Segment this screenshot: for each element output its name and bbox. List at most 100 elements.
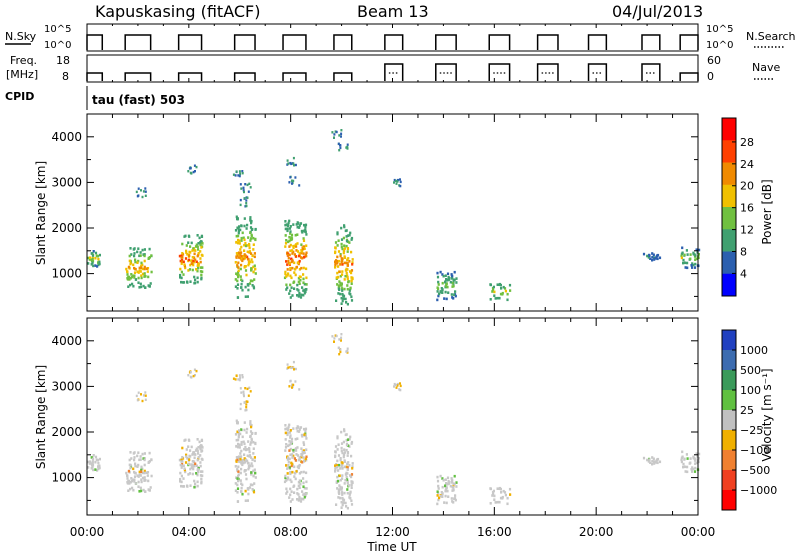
velocity-cell xyxy=(350,454,353,458)
power-cell xyxy=(250,267,253,270)
power-cell xyxy=(501,291,504,295)
freq-block xyxy=(587,63,608,81)
velocity-cell xyxy=(97,461,100,465)
power-cell xyxy=(240,236,243,240)
power-cell xyxy=(288,239,291,243)
power-cell xyxy=(503,287,507,290)
power-cell xyxy=(289,238,292,242)
velocity-cell xyxy=(130,457,133,460)
nsky-block xyxy=(587,34,608,50)
velocity-cell xyxy=(126,482,129,485)
power-cell xyxy=(235,234,238,238)
power-cell xyxy=(136,270,139,273)
velocity-cell xyxy=(235,476,238,479)
velocity-cell xyxy=(197,470,200,474)
velocity-cell xyxy=(133,456,136,459)
velocity-cell xyxy=(493,498,496,501)
power-cell xyxy=(87,256,90,260)
power-cell xyxy=(236,287,239,290)
velocity-cell xyxy=(293,472,297,475)
velocity-cell xyxy=(289,472,292,476)
velocity-cell xyxy=(288,466,291,469)
power-cell xyxy=(496,296,499,300)
power-cell xyxy=(437,280,440,284)
nsearch-tick-bottom: 10^0 xyxy=(706,40,733,51)
velocity-cell xyxy=(296,465,299,468)
velocity-cell xyxy=(185,455,188,458)
velocity-cell xyxy=(253,468,256,472)
velocity-cell xyxy=(489,502,492,505)
power-cell xyxy=(249,226,253,229)
velocity-cell xyxy=(346,351,349,354)
velocity-cell xyxy=(239,376,242,379)
freq-block xyxy=(124,72,152,81)
velocity-cell xyxy=(254,431,257,435)
velocity-cell xyxy=(293,475,296,478)
velocity-cell xyxy=(243,447,246,451)
power-cell xyxy=(138,266,141,270)
velocity-cell xyxy=(239,479,242,482)
power-cell xyxy=(340,245,343,249)
velocity-cell xyxy=(291,470,294,474)
power-cell xyxy=(498,296,501,300)
power-cell xyxy=(295,249,298,252)
velocity-cell xyxy=(199,474,202,477)
velocity-cell xyxy=(285,443,288,446)
velocity-cell xyxy=(248,466,251,469)
velocity-cell xyxy=(697,457,700,460)
power-cell xyxy=(302,239,306,242)
power-cell xyxy=(236,283,240,286)
velocity-cell xyxy=(247,462,250,465)
power-cell xyxy=(343,287,346,291)
velocity-cell xyxy=(237,475,240,478)
nave-tick-bottom: 0 xyxy=(707,70,714,83)
power-cell xyxy=(285,239,288,242)
velocity-cell xyxy=(244,461,247,464)
velocity-cell xyxy=(338,353,341,356)
power-cell xyxy=(197,266,200,270)
power-cell xyxy=(199,260,202,264)
nave-tick-top: 60 xyxy=(707,54,721,67)
velocity-cell xyxy=(235,460,238,463)
power-cell xyxy=(289,289,292,293)
power-cell xyxy=(337,142,340,145)
velocity-cell xyxy=(698,452,701,456)
power-cell xyxy=(289,283,292,287)
power-cell xyxy=(302,293,305,297)
power-cell xyxy=(194,170,196,173)
velocity-cell xyxy=(234,378,237,381)
power-cell xyxy=(240,278,243,281)
power-cell xyxy=(234,261,237,264)
power-cell xyxy=(186,280,189,284)
velocity-cell xyxy=(236,487,240,490)
velocity-cell xyxy=(337,346,340,349)
velocity-cell xyxy=(351,462,354,465)
power-cell xyxy=(686,266,689,270)
velocity-cell xyxy=(301,460,304,464)
velocity-cell xyxy=(344,478,347,482)
velocity-cell xyxy=(340,464,343,468)
velocity-cell xyxy=(140,465,143,469)
velocity-cell xyxy=(493,494,496,498)
velocity-cell xyxy=(285,487,288,491)
velocity-cell xyxy=(252,452,255,455)
velocity-cell xyxy=(252,469,255,473)
power-cell xyxy=(453,293,456,296)
velocity-cell xyxy=(179,463,182,467)
power-cell xyxy=(92,264,95,268)
power-cell xyxy=(179,273,182,277)
velocity-cell xyxy=(284,446,288,449)
power-cell xyxy=(94,251,98,255)
velocity-cell xyxy=(132,488,135,492)
power-cell xyxy=(235,215,238,219)
velocity-cell xyxy=(137,485,140,488)
power-cell xyxy=(248,282,252,285)
power-cell xyxy=(136,261,139,264)
velocity-cell xyxy=(238,443,241,447)
velocity-cell xyxy=(237,442,240,446)
power-cell xyxy=(140,276,143,280)
power-cell xyxy=(291,266,294,270)
velocity-cell xyxy=(179,477,182,481)
power-cell xyxy=(246,183,249,187)
power-cell xyxy=(249,216,252,219)
